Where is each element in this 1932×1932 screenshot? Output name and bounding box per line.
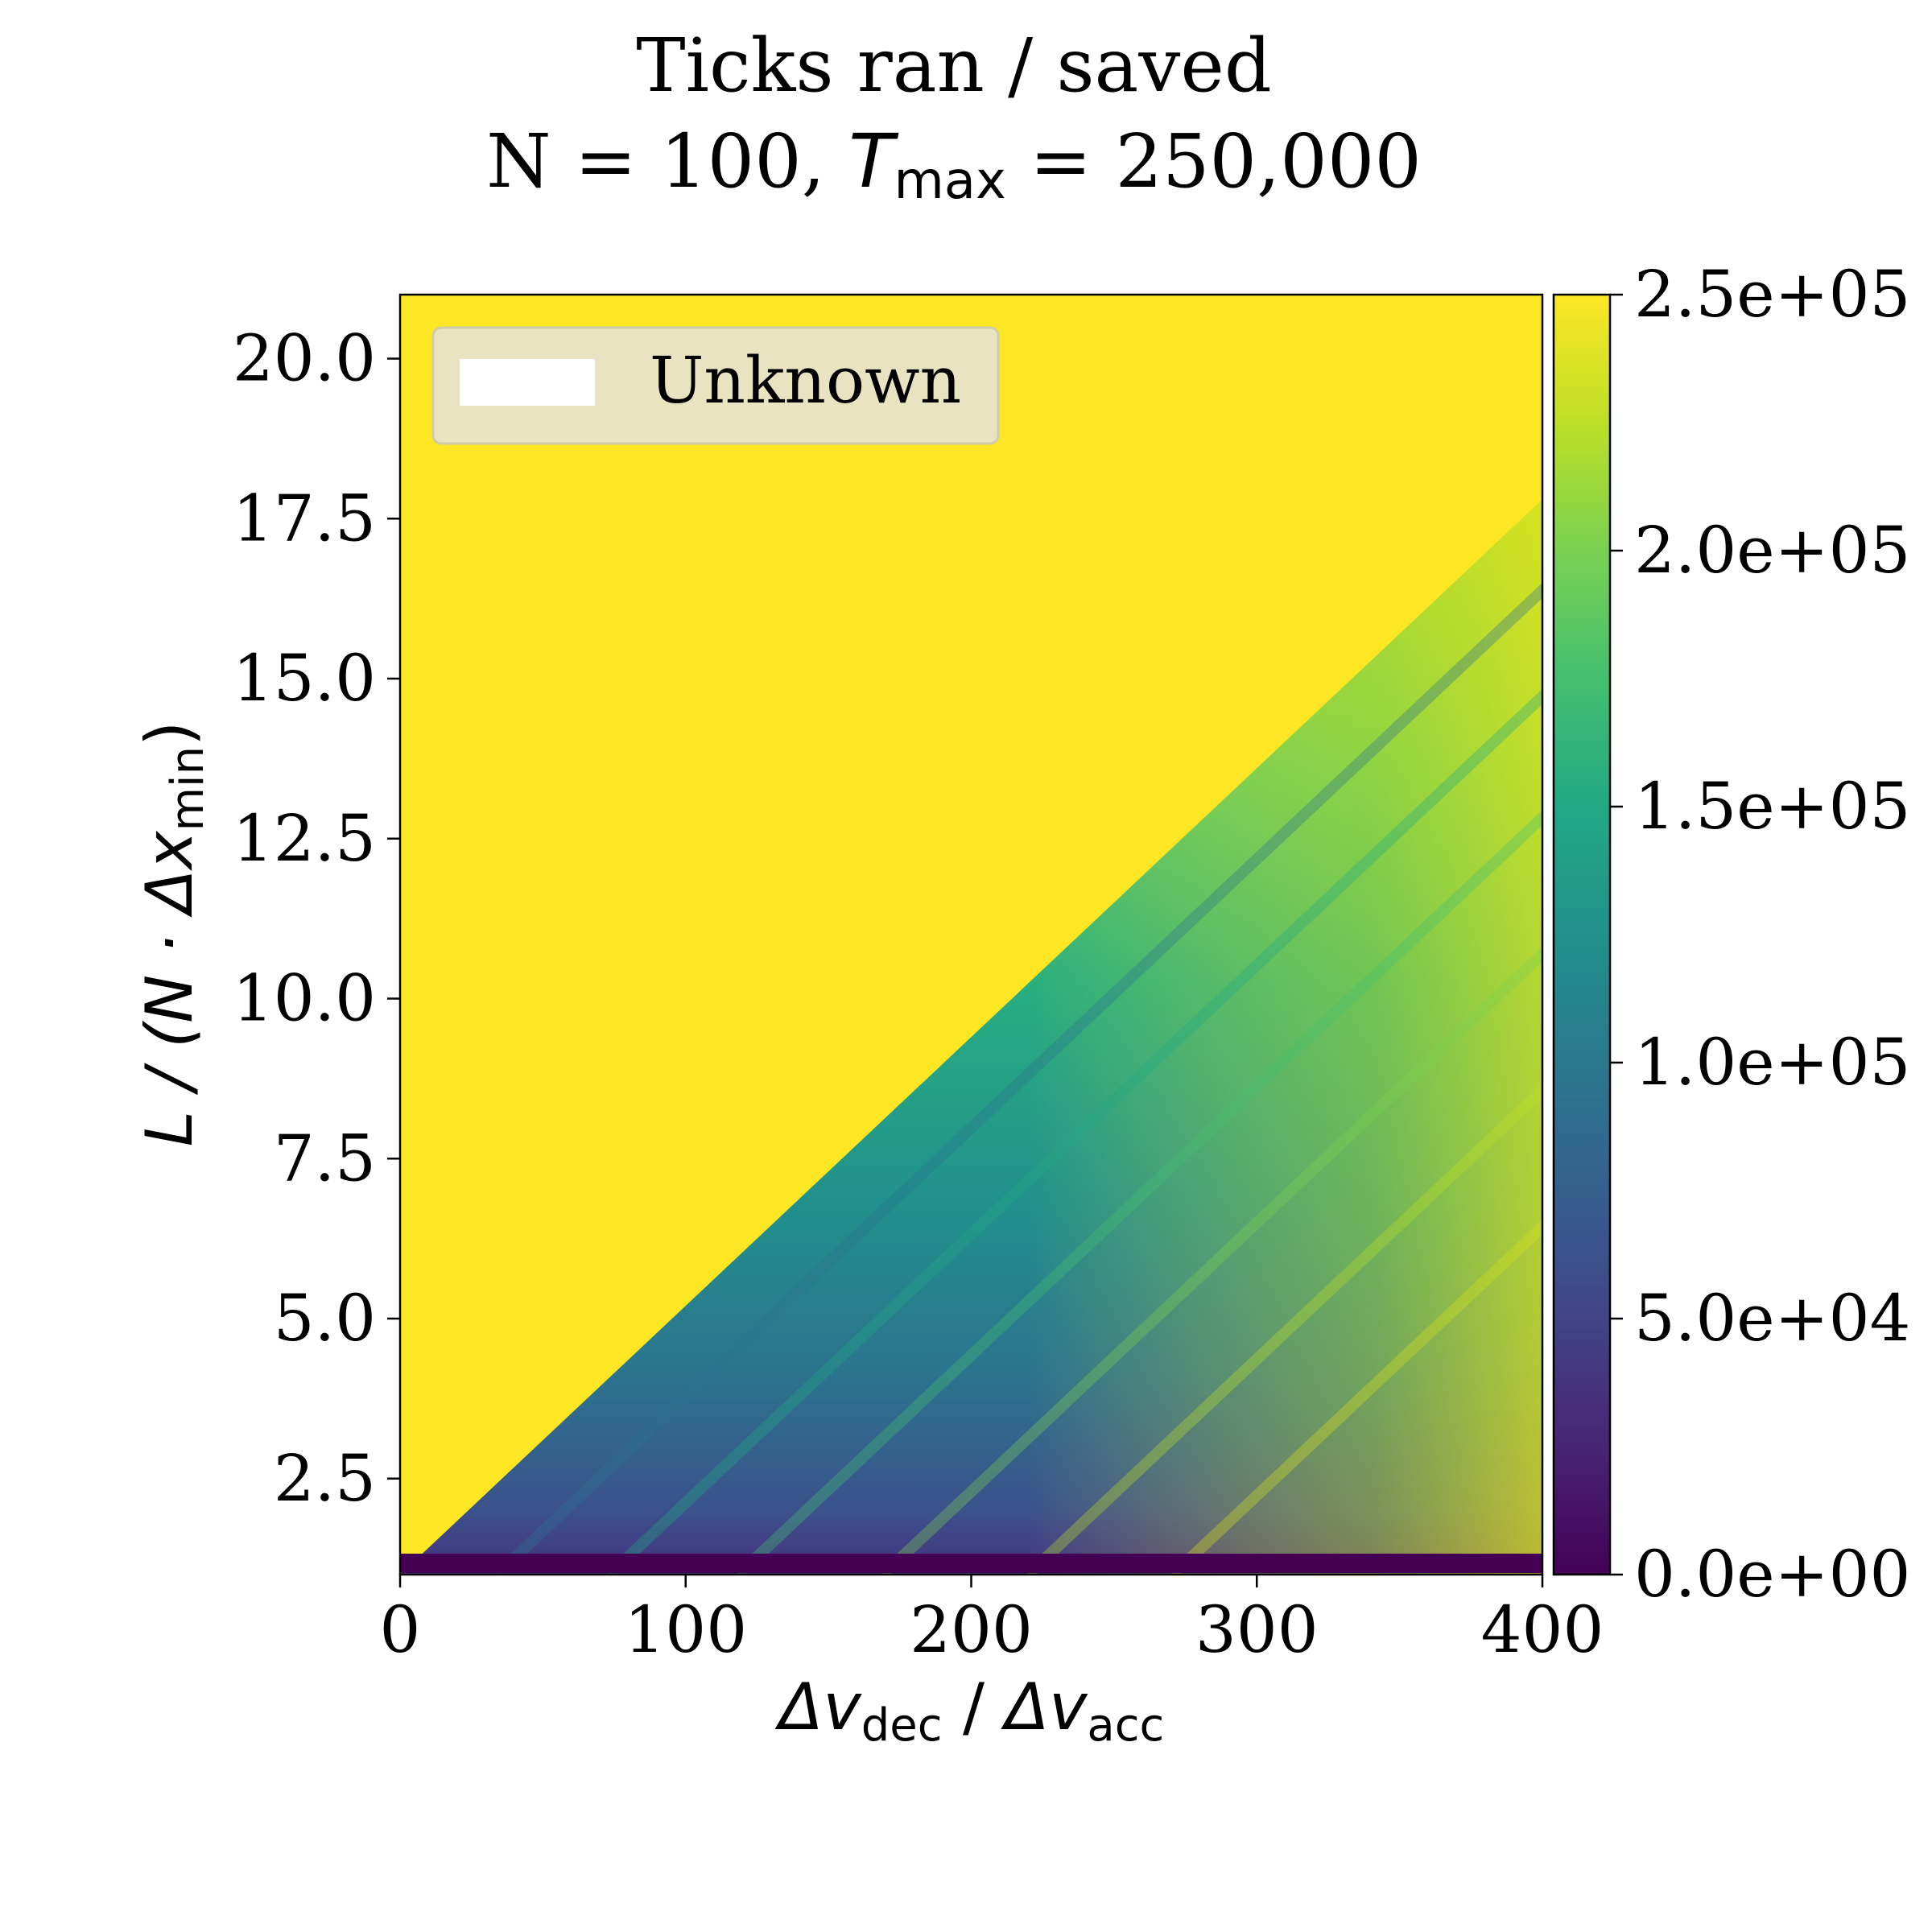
bottom-band — [400, 1554, 1542, 1573]
heat-streak — [493, 582, 1542, 1575]
colorbar-tick-label: 1.5e+05 — [1634, 769, 1910, 844]
chart-title: Ticks ran / saved — [636, 23, 1271, 109]
x-tick-label: 200 — [910, 1592, 1033, 1667]
colorbar-tick-label: 2.5e+05 — [1634, 257, 1910, 332]
y-tick-label: 7.5 — [274, 1121, 376, 1195]
y-tick-label: 17.5 — [233, 481, 376, 555]
y-tick-label: 15.0 — [233, 641, 376, 716]
y-tick-label: 20.0 — [233, 321, 376, 396]
x-tick-label: 100 — [624, 1592, 747, 1667]
heat-streak — [1024, 1082, 1542, 1575]
colorbar: 0.0e+00 5.0e+04 1.0e+05 1.5e+05 2.0e+05 2.5e+… — [1552, 257, 1910, 1612]
colorbar-tick-label: 2.0e+05 — [1634, 513, 1910, 588]
colorbar-ticks: 0.0e+00 5.0e+04 1.0e+05 1.5e+05 2.0e+05 2.5e+… — [1610, 257, 1910, 1612]
x-tick-label: 300 — [1195, 1592, 1319, 1667]
x-tick-label: 400 — [1481, 1592, 1604, 1667]
y-tick-label: 12.5 — [233, 801, 376, 876]
legend-swatch-unknown — [460, 359, 595, 406]
heat-streak — [879, 946, 1542, 1575]
colorbar-tick-label: 1.0e+05 — [1634, 1025, 1910, 1100]
heat-field-overlay — [400, 499, 1542, 1575]
chart-subtitle: N = 100, Tmax = 250,000 — [486, 118, 1422, 211]
legend: Unknown — [431, 326, 1000, 445]
colorbar-tick-label: 0.0e+00 — [1634, 1537, 1910, 1612]
heat-streak — [605, 688, 1542, 1575]
heat-field-streaks — [493, 582, 1542, 1575]
colorbar-tick-label: 5.0e+04 — [1634, 1281, 1910, 1356]
y-tick-label: 10.0 — [233, 961, 376, 1036]
x-axis-label: Δvdec / Δvacc — [774, 1670, 1165, 1752]
heat-streak — [734, 810, 1542, 1575]
y-axis-label: L / (N · Δxmin) — [132, 721, 214, 1147]
x-tick-label: 0 — [380, 1592, 421, 1667]
legend-box — [431, 326, 1000, 445]
heatmap-area — [400, 295, 1542, 1575]
y-tick-label: 2.5 — [274, 1441, 376, 1516]
x-axis-ticks: 0 100 200 300 400 — [380, 1575, 1604, 1667]
y-axis-ticks: 2.5 5.0 7.5 10.0 12.5 15.0 17.5 20.0 — [233, 321, 400, 1516]
colorbar-gradient — [1552, 293, 1612, 1576]
heat-streak — [1169, 1219, 1542, 1575]
legend-label-unknown: Unknown — [650, 343, 961, 418]
y-tick-label: 5.0 — [274, 1281, 376, 1356]
